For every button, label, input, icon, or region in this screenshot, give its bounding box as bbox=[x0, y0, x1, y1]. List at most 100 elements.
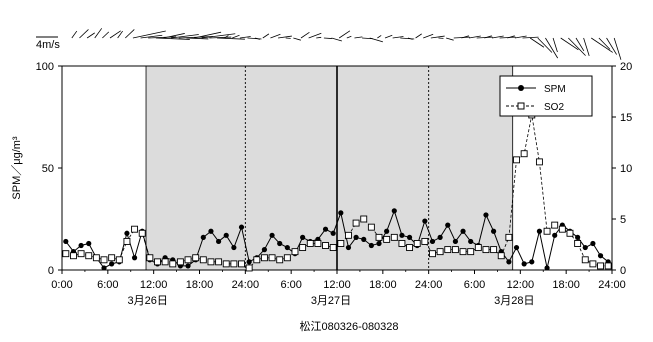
point-so2 bbox=[307, 240, 313, 246]
x-tick-label: 24:00 bbox=[598, 279, 626, 291]
point-so2 bbox=[399, 240, 405, 246]
point-so2 bbox=[269, 255, 275, 261]
wind-vector bbox=[95, 28, 102, 38]
point-spm bbox=[590, 241, 595, 246]
point-so2 bbox=[452, 247, 458, 253]
point-so2 bbox=[147, 255, 153, 261]
point-so2 bbox=[223, 261, 229, 267]
point-so2 bbox=[590, 261, 596, 267]
x-tick-label: 0:00 bbox=[51, 279, 72, 291]
point-spm bbox=[86, 241, 91, 246]
point-spm bbox=[185, 263, 190, 268]
point-so2 bbox=[254, 257, 260, 263]
point-so2 bbox=[567, 230, 573, 236]
point-spm bbox=[460, 229, 465, 234]
point-spm bbox=[575, 235, 580, 240]
point-so2 bbox=[414, 240, 420, 246]
point-spm bbox=[552, 233, 557, 238]
point-so2 bbox=[231, 261, 237, 267]
point-so2 bbox=[185, 257, 191, 263]
wind-vector bbox=[232, 35, 239, 38]
point-spm bbox=[285, 245, 290, 250]
point-so2 bbox=[208, 259, 214, 265]
date-label: 3月28日 bbox=[494, 295, 534, 307]
wind-vector bbox=[293, 38, 301, 40]
point-spm bbox=[361, 237, 366, 242]
shaded-period bbox=[146, 66, 513, 270]
wind-vector bbox=[599, 38, 610, 49]
point-so2 bbox=[154, 259, 160, 265]
x-tick-label: 18:00 bbox=[552, 279, 580, 291]
point-spm bbox=[407, 235, 412, 240]
point-spm bbox=[537, 229, 542, 234]
point-spm bbox=[369, 243, 374, 248]
wind-vector bbox=[370, 38, 383, 42]
point-so2 bbox=[506, 234, 512, 240]
point-spm bbox=[277, 241, 282, 246]
y-axis-label: SPM／μg/m³ bbox=[10, 136, 23, 200]
point-so2 bbox=[109, 255, 115, 261]
y2-tick-label: 15 bbox=[620, 112, 632, 124]
point-so2 bbox=[582, 257, 588, 263]
point-spm bbox=[124, 231, 129, 236]
wind-vector bbox=[332, 38, 342, 41]
point-so2 bbox=[498, 253, 504, 259]
point-so2 bbox=[216, 259, 222, 265]
point-so2 bbox=[429, 251, 435, 257]
point-so2 bbox=[605, 263, 611, 269]
point-so2 bbox=[277, 257, 283, 263]
legend-marker-spm bbox=[518, 85, 524, 91]
point-so2 bbox=[544, 228, 550, 234]
point-so2 bbox=[246, 265, 252, 271]
point-so2 bbox=[315, 240, 321, 246]
point-spm bbox=[583, 245, 588, 250]
point-so2 bbox=[407, 245, 413, 251]
point-so2 bbox=[124, 238, 130, 244]
point-so2 bbox=[78, 251, 84, 257]
wind-vector bbox=[324, 38, 332, 39]
wind-vector bbox=[270, 34, 280, 38]
point-spm bbox=[392, 208, 397, 213]
point-so2 bbox=[384, 236, 390, 242]
x-tick-label: 24:00 bbox=[232, 279, 260, 291]
point-so2 bbox=[345, 232, 351, 238]
point-so2 bbox=[93, 255, 99, 261]
x-tick-label: 12:00 bbox=[323, 279, 351, 291]
point-so2 bbox=[491, 247, 497, 253]
point-so2 bbox=[598, 263, 604, 269]
point-spm bbox=[109, 261, 114, 266]
point-so2 bbox=[177, 259, 183, 265]
y2-tick-label: 20 bbox=[620, 61, 632, 73]
wind-vector bbox=[614, 38, 621, 60]
wind-vector bbox=[431, 36, 445, 38]
wind-vector bbox=[354, 37, 362, 38]
legend-label-so2: SO2 bbox=[544, 102, 564, 113]
wind-vector bbox=[316, 37, 321, 38]
point-so2 bbox=[437, 249, 443, 255]
point-spm bbox=[78, 243, 83, 248]
point-spm bbox=[201, 235, 206, 240]
point-so2 bbox=[391, 234, 397, 240]
point-so2 bbox=[323, 243, 329, 249]
point-so2 bbox=[162, 259, 168, 265]
point-spm bbox=[262, 247, 267, 252]
wind-vector bbox=[385, 35, 392, 38]
point-spm bbox=[224, 233, 229, 238]
wind-vector bbox=[377, 35, 381, 38]
point-spm bbox=[468, 239, 473, 244]
x-tick-label: 18:00 bbox=[186, 279, 214, 291]
wind-vector bbox=[87, 33, 95, 38]
point-so2 bbox=[422, 238, 428, 244]
point-so2 bbox=[239, 261, 245, 267]
point-spm bbox=[598, 253, 603, 258]
point-spm bbox=[346, 245, 351, 250]
point-spm bbox=[247, 259, 252, 264]
point-so2 bbox=[536, 159, 542, 165]
wind-vector bbox=[339, 31, 350, 38]
wind-vector bbox=[446, 38, 454, 40]
wind-vector bbox=[561, 38, 579, 50]
legend-label-spm: SPM bbox=[544, 84, 566, 95]
point-so2 bbox=[514, 157, 520, 163]
